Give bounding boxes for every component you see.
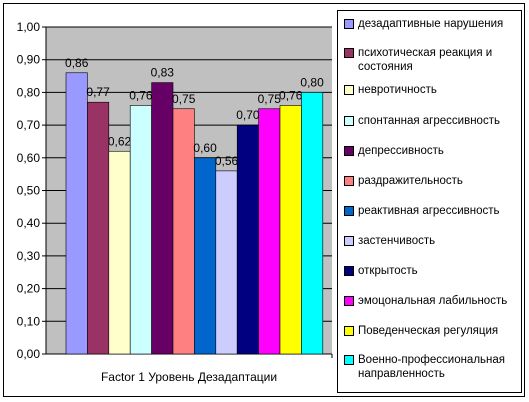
data-label: 0,75 (172, 92, 196, 106)
legend-item: реактивная агрессивность (344, 204, 520, 218)
bar (236, 124, 259, 355)
bar (87, 101, 110, 355)
data-label: 0,86 (65, 56, 89, 70)
legend-label: Военно-профессиональная направленность (358, 354, 506, 380)
x-category-label: Factor 1 Уровень Дезадаптации (101, 370, 277, 384)
bar (258, 108, 281, 355)
y-tick-label: 1,00 (17, 20, 41, 34)
legend-swatch (344, 296, 354, 306)
y-tick-label: 0,20 (17, 282, 41, 296)
legend-item: дезадаптивные нарушения (344, 17, 520, 31)
bar (108, 150, 131, 355)
legend-label: дезадаптивные нарушения (358, 18, 504, 30)
y-tick-label: 0,50 (17, 184, 41, 198)
data-label: 0,56 (215, 154, 239, 168)
legend-swatch (344, 19, 354, 29)
legend-swatch (344, 116, 354, 126)
y-tick-label: 0,30 (17, 249, 41, 263)
legend-swatch (344, 266, 354, 276)
data-label: 0,77 (86, 85, 110, 99)
data-label: 0,70 (236, 108, 260, 122)
legend-swatch (344, 146, 354, 156)
legend-label: психотическая реакция и состояния (358, 47, 493, 73)
legend-label: раздражительность (358, 175, 463, 187)
data-label: 0,62 (108, 134, 132, 148)
legend-item: депрессивность (344, 144, 520, 158)
bar (65, 72, 88, 355)
bar (172, 108, 195, 355)
legend-label: спонтанная агрессивность (358, 115, 500, 127)
data-label: 0,60 (193, 141, 217, 155)
legend-item: открытость (344, 264, 520, 278)
legend-label: невротичность (358, 84, 437, 96)
data-label: 0,76 (129, 88, 153, 102)
y-tick-label: 0,40 (17, 216, 41, 230)
legend-item: спонтанная агрессивность (344, 114, 520, 128)
legend-label: депрессивность (358, 145, 444, 157)
legend-label: эмоцональная лабильность (358, 295, 508, 307)
legend: дезадаптивные нарушения психотическая реа… (337, 10, 522, 393)
data-label: 0,76 (279, 88, 303, 102)
legend-swatch (344, 326, 354, 336)
legend-swatch (344, 355, 354, 365)
y-tick-label: 0,60 (17, 151, 41, 165)
legend-swatch (344, 236, 354, 246)
y-tick-label: 0,80 (17, 85, 41, 99)
legend-item: Поведенческая регуляция (344, 324, 520, 338)
bar (129, 105, 152, 355)
legend-item: невротичность (344, 83, 520, 97)
data-label: 0,75 (258, 92, 282, 106)
legend-item: психотическая реакция и состояния (344, 46, 520, 74)
legend-item: Военно-профессиональная направленность (344, 353, 520, 381)
legend-label: Поведенческая регуляция (358, 325, 499, 337)
bar (301, 92, 324, 355)
legend-swatch (344, 206, 354, 216)
data-label: 0,80 (300, 75, 324, 89)
bar (194, 157, 217, 355)
legend-swatch (344, 85, 354, 95)
legend-item: раздражительность (344, 174, 520, 188)
bar (215, 170, 238, 355)
y-tick-label: 0,00 (17, 347, 41, 361)
legend-swatch (344, 176, 354, 186)
data-label: 0,83 (151, 66, 175, 80)
legend-label: реактивная агрессивность (358, 205, 500, 217)
y-tick-label: 0,70 (17, 118, 41, 132)
legend-item: застенчивость (344, 234, 520, 248)
legend-label: застенчивость (358, 235, 436, 247)
legend-swatch (344, 48, 354, 58)
legend-item: эмоцональная лабильность (344, 294, 520, 308)
bar (151, 82, 174, 355)
y-tick-label: 0,90 (17, 53, 41, 67)
legend-label: открытость (358, 265, 418, 277)
y-tick-label: 0,10 (17, 314, 41, 328)
bar (279, 105, 302, 355)
